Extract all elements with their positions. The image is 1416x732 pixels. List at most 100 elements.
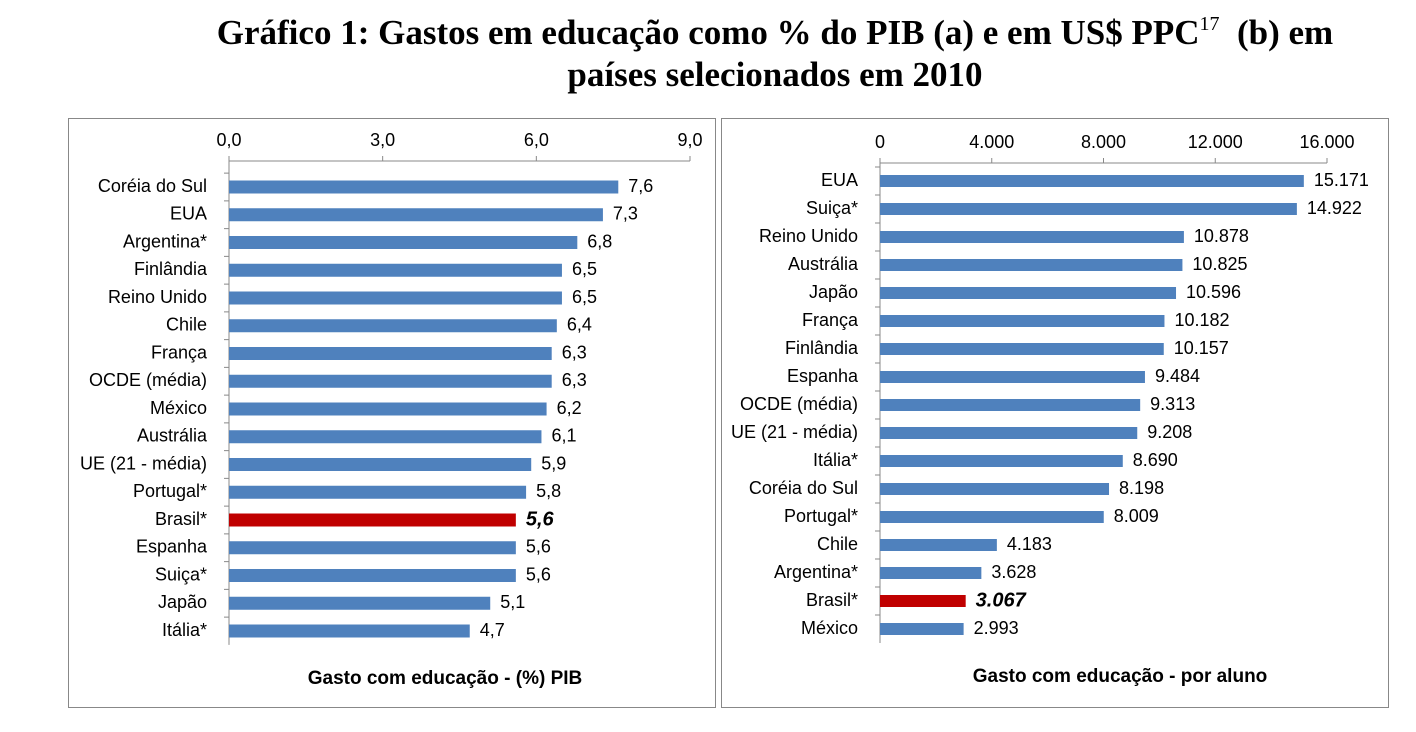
bar bbox=[229, 458, 532, 471]
y-tick-label: OCDE (média) bbox=[740, 394, 858, 414]
bar bbox=[880, 483, 1110, 495]
y-tick-label: Finlândia bbox=[785, 338, 859, 358]
value-label: 6,8 bbox=[587, 231, 612, 251]
bar bbox=[880, 399, 1141, 411]
value-label: 10.825 bbox=[1192, 254, 1247, 274]
value-label: 5,6 bbox=[526, 537, 551, 557]
y-tick-label: França bbox=[802, 310, 859, 330]
bar bbox=[229, 541, 516, 555]
value-label: 4,7 bbox=[480, 620, 505, 640]
bar bbox=[229, 180, 619, 194]
y-tick-label: EUA bbox=[821, 170, 858, 190]
y-tick-label: Argentina* bbox=[774, 562, 858, 582]
x-tick-label: 12.000 bbox=[1188, 132, 1243, 152]
y-tick-label: Brasil* bbox=[806, 590, 858, 610]
bar bbox=[880, 427, 1138, 439]
value-label: 8.009 bbox=[1114, 506, 1159, 526]
y-tick-label: França bbox=[151, 342, 208, 362]
bar bbox=[880, 623, 964, 635]
x-tick-label: 4.000 bbox=[969, 132, 1014, 152]
bar bbox=[229, 263, 562, 277]
bar bbox=[880, 231, 1184, 243]
y-tick-label: Itália* bbox=[813, 450, 858, 470]
y-tick-label: Austrália bbox=[137, 426, 208, 446]
y-tick-label: México bbox=[801, 618, 858, 638]
bar bbox=[229, 430, 542, 444]
y-tick-label: Reino Unido bbox=[108, 287, 207, 307]
value-label: 8.198 bbox=[1119, 478, 1164, 498]
bar bbox=[880, 259, 1183, 271]
value-label: 6,3 bbox=[562, 370, 587, 390]
bar bbox=[229, 319, 557, 333]
bar bbox=[880, 567, 982, 579]
bar bbox=[880, 315, 1165, 327]
x-axis-label: Gasto com educação - por aluno bbox=[973, 666, 1268, 687]
bar bbox=[880, 539, 997, 551]
y-tick-label: UE (21 - média) bbox=[731, 422, 858, 442]
y-tick-label: Portugal* bbox=[784, 506, 858, 526]
value-label: 3.067 bbox=[976, 589, 1027, 611]
value-label: 10.182 bbox=[1174, 310, 1229, 330]
bar bbox=[880, 455, 1123, 467]
y-tick-label: Brasil* bbox=[155, 509, 207, 529]
x-axis-label: Gasto com educação - (%) PIB bbox=[308, 668, 583, 689]
y-tick-label: Reino Unido bbox=[759, 226, 858, 246]
bar bbox=[229, 596, 491, 610]
y-tick-label: Japão bbox=[809, 282, 858, 302]
y-tick-label: Suiça* bbox=[806, 198, 858, 218]
bar bbox=[229, 291, 562, 305]
y-tick-label: UE (21 - média) bbox=[80, 453, 207, 473]
x-tick-label: 16.000 bbox=[1299, 132, 1354, 152]
value-label: 15.171 bbox=[1314, 170, 1369, 190]
value-label: 9.313 bbox=[1150, 394, 1195, 414]
value-label: 10.157 bbox=[1174, 338, 1229, 358]
value-label: 3.628 bbox=[991, 562, 1036, 582]
value-label: 6,1 bbox=[551, 426, 576, 446]
x-tick-label: 0,0 bbox=[216, 130, 241, 150]
bar bbox=[880, 203, 1297, 215]
bar bbox=[880, 287, 1177, 299]
value-label: 10.596 bbox=[1186, 282, 1241, 302]
bar bbox=[880, 595, 966, 607]
y-tick-label: Portugal* bbox=[133, 481, 207, 501]
bar bbox=[880, 371, 1145, 383]
y-tick-label: Japão bbox=[158, 592, 207, 612]
bar bbox=[880, 343, 1164, 355]
y-tick-label: Chile bbox=[166, 315, 207, 335]
value-label: 8.690 bbox=[1133, 450, 1178, 470]
y-tick-label: OCDE (média) bbox=[89, 370, 207, 390]
bar bbox=[229, 402, 547, 416]
value-label: 7,3 bbox=[613, 204, 638, 224]
bar bbox=[229, 569, 516, 582]
title-superscript: 17 bbox=[1199, 13, 1220, 35]
bar bbox=[229, 374, 552, 388]
value-label: 5,1 bbox=[500, 592, 525, 612]
value-label: 5,6 bbox=[526, 508, 555, 530]
value-label: 5,8 bbox=[536, 481, 561, 501]
bar bbox=[229, 624, 470, 638]
x-tick-label: 9,0 bbox=[677, 130, 702, 150]
bar bbox=[880, 511, 1104, 523]
y-tick-label: México bbox=[150, 398, 207, 418]
value-label: 5,9 bbox=[541, 453, 566, 473]
bar bbox=[229, 347, 552, 360]
y-tick-label: Espanha bbox=[136, 537, 208, 557]
value-label: 7,6 bbox=[628, 176, 653, 196]
x-tick-label: 6,0 bbox=[524, 130, 549, 150]
chart-frame bbox=[721, 118, 1389, 708]
value-label: 9.208 bbox=[1147, 422, 1192, 442]
value-label: 6,3 bbox=[562, 342, 587, 362]
y-tick-label: Itália* bbox=[162, 620, 207, 640]
bar bbox=[229, 236, 578, 249]
value-label: 14.922 bbox=[1307, 198, 1362, 218]
y-tick-label: Coréia do Sul bbox=[749, 478, 858, 498]
value-label: 5,6 bbox=[526, 564, 551, 584]
value-label: 4.183 bbox=[1007, 534, 1052, 554]
value-label: 6,5 bbox=[572, 259, 597, 279]
x-tick-label: 8.000 bbox=[1081, 132, 1126, 152]
value-label: 9.484 bbox=[1155, 366, 1200, 386]
y-tick-label: EUA bbox=[170, 204, 207, 224]
y-tick-label: Coréia do Sul bbox=[98, 176, 207, 196]
